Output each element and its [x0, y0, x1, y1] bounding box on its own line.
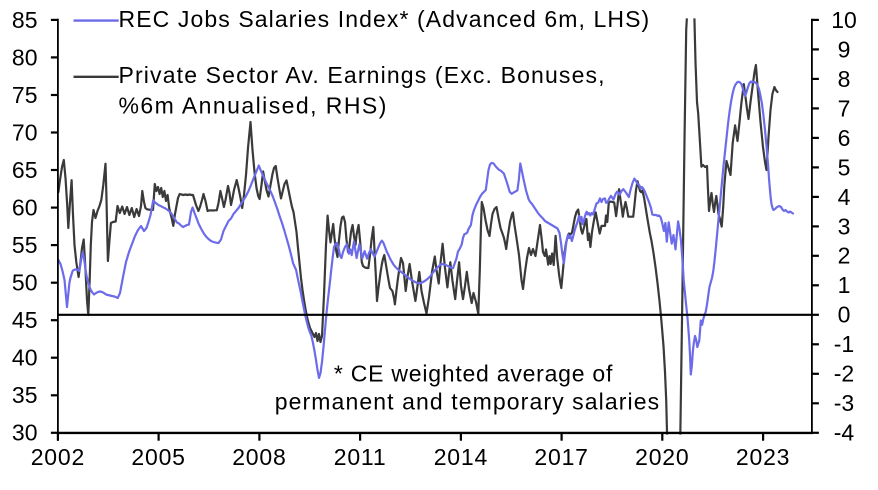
svg-text:65: 65 [12, 157, 38, 183]
svg-text:9: 9 [838, 36, 851, 62]
svg-text:-1: -1 [834, 331, 854, 357]
svg-text:2014: 2014 [434, 444, 488, 470]
svg-text:3: 3 [838, 213, 851, 239]
svg-text:REC Jobs Salaries Index* (Adva: REC Jobs Salaries Index* (Advanced 6m, L… [119, 6, 651, 32]
svg-text:%6m Annualised, RHS): %6m Annualised, RHS) [119, 93, 388, 119]
svg-text:60: 60 [12, 195, 38, 221]
svg-text:45: 45 [12, 307, 38, 333]
svg-text:50: 50 [12, 270, 38, 296]
svg-text:2023: 2023 [736, 444, 790, 470]
svg-text:-4: -4 [834, 420, 855, 446]
svg-text:4: 4 [838, 184, 851, 210]
svg-text:70: 70 [12, 119, 38, 145]
svg-text:5: 5 [838, 154, 851, 180]
svg-text:-2: -2 [834, 361, 854, 387]
svg-text:2005: 2005 [131, 444, 185, 470]
svg-text:* CE weighted average of: * CE weighted average of [334, 361, 613, 387]
svg-text:-3: -3 [834, 390, 854, 416]
svg-text:permanent and temporary salari: permanent and temporary salaries [275, 388, 661, 414]
svg-text:10: 10 [831, 7, 857, 33]
svg-text:0: 0 [838, 302, 851, 328]
svg-text:2017: 2017 [534, 444, 588, 470]
svg-text:1: 1 [838, 272, 851, 298]
svg-text:2020: 2020 [635, 444, 689, 470]
svg-text:35: 35 [12, 382, 38, 408]
svg-text:2011: 2011 [334, 444, 387, 470]
svg-text:6: 6 [838, 125, 851, 151]
svg-text:2002: 2002 [31, 444, 85, 470]
svg-text:Private Sector Av. Earnings (E: Private Sector Av. Earnings (Exc. Bonuse… [119, 62, 606, 88]
svg-text:8: 8 [838, 66, 851, 92]
svg-text:80: 80 [12, 44, 38, 70]
svg-text:40: 40 [12, 345, 38, 371]
svg-text:2008: 2008 [232, 444, 286, 470]
svg-text:75: 75 [12, 82, 38, 108]
svg-text:7: 7 [838, 95, 851, 121]
svg-text:30: 30 [12, 420, 38, 446]
svg-text:2: 2 [838, 243, 851, 269]
svg-text:85: 85 [12, 7, 38, 33]
svg-text:55: 55 [12, 232, 38, 258]
